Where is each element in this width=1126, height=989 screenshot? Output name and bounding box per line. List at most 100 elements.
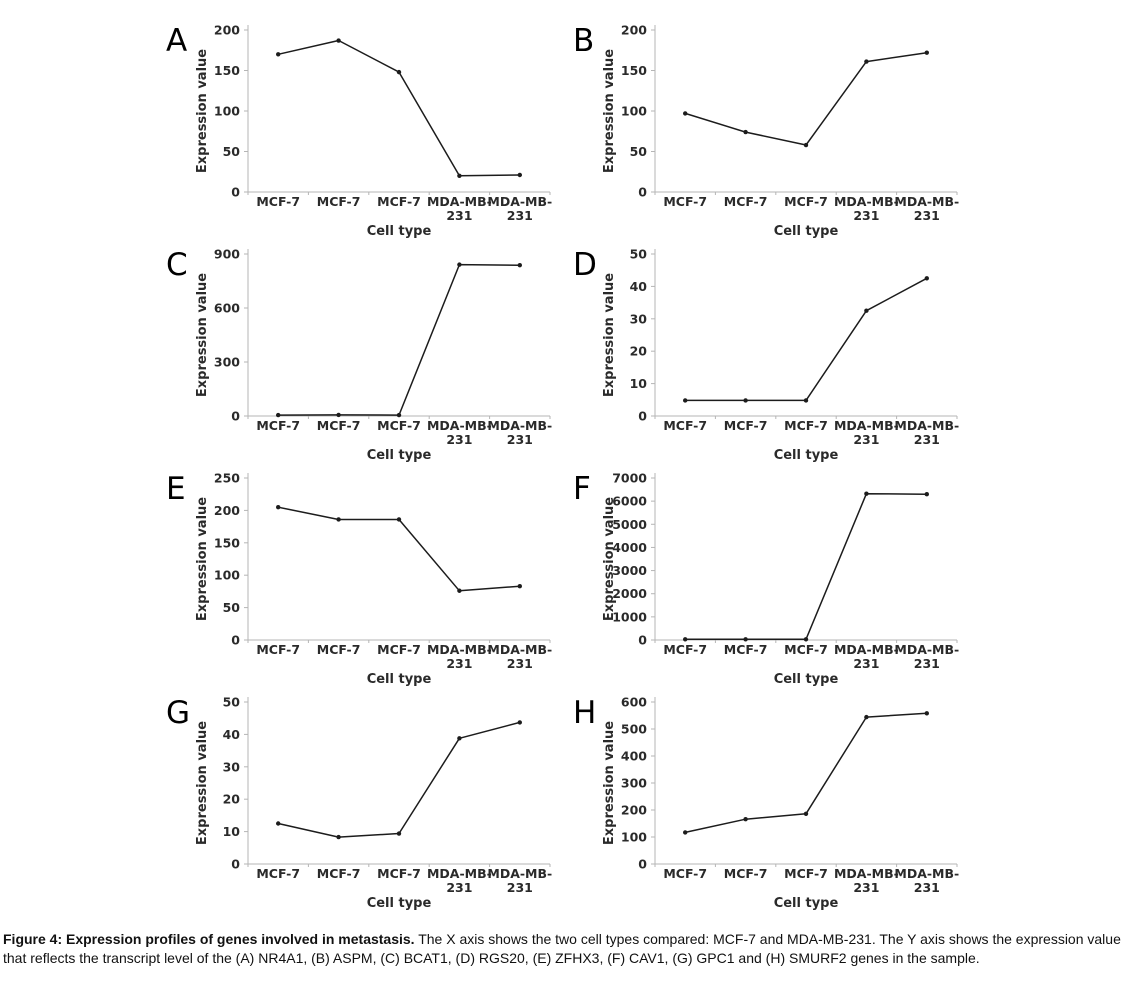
svg-text:5000: 5000: [612, 517, 647, 532]
panel-letter: G: [166, 695, 191, 731]
svg-text:231: 231: [446, 432, 472, 447]
svg-text:231: 231: [914, 656, 940, 671]
svg-text:MCF-7: MCF-7: [317, 642, 361, 657]
svg-text:231: 231: [446, 208, 472, 223]
svg-text:MCF-7: MCF-7: [724, 194, 768, 209]
panel-letter: E: [166, 471, 186, 507]
svg-text:0: 0: [231, 409, 240, 424]
svg-text:300: 300: [621, 776, 647, 791]
svg-text:231: 231: [507, 880, 533, 895]
svg-text:MDA-MB-: MDA-MB-: [427, 642, 492, 657]
svg-text:200: 200: [214, 23, 240, 38]
svg-text:MDA-MB-: MDA-MB-: [834, 418, 899, 433]
svg-text:50: 50: [223, 144, 241, 159]
figure-grid: A 0 50 100 150 200 MCF-7 MCF-7 MCF-7 MDA-MB- 231 M…: [162, 14, 964, 911]
svg-text:30: 30: [223, 759, 241, 774]
panel-letter: A: [166, 23, 188, 59]
svg-text:10: 10: [630, 376, 648, 391]
svg-text:231: 231: [853, 880, 879, 895]
svg-text:MCF-7: MCF-7: [784, 418, 828, 433]
svg-text:100: 100: [214, 568, 240, 583]
svg-text:MDA-MB-: MDA-MB-: [487, 418, 552, 433]
svg-text:MCF-7: MCF-7: [377, 642, 421, 657]
svg-text:Expression value: Expression value: [602, 273, 617, 397]
svg-text:Expression value: Expression value: [195, 273, 210, 397]
svg-text:200: 200: [214, 503, 240, 518]
svg-text:MDA-MB-: MDA-MB-: [487, 866, 552, 881]
svg-text:1000: 1000: [612, 609, 647, 624]
svg-text:Cell type: Cell type: [367, 896, 432, 910]
panel-letter: C: [166, 247, 188, 283]
svg-text:231: 231: [914, 208, 940, 223]
svg-text:MCF-7: MCF-7: [663, 866, 707, 881]
svg-text:0: 0: [638, 857, 647, 872]
svg-text:Cell type: Cell type: [774, 448, 839, 462]
svg-text:50: 50: [223, 695, 241, 710]
svg-text:MDA-MB-: MDA-MB-: [894, 418, 959, 433]
svg-text:Cell type: Cell type: [774, 672, 839, 686]
svg-text:150: 150: [621, 63, 647, 78]
svg-text:100: 100: [214, 104, 240, 119]
svg-text:200: 200: [621, 23, 647, 38]
chart-panel-d: D 0 10 20 30 40 50 MCF-7 MCF-7 MCF-7 MDA-MB- 231 MD…: [569, 238, 964, 463]
svg-text:MDA-MB-: MDA-MB-: [427, 418, 492, 433]
svg-text:50: 50: [630, 247, 648, 262]
svg-text:MCF-7: MCF-7: [317, 194, 361, 209]
panel-letter: F: [573, 471, 591, 507]
svg-text:40: 40: [223, 727, 241, 742]
svg-text:MCF-7: MCF-7: [724, 642, 768, 657]
svg-text:MDA-MB-: MDA-MB-: [894, 866, 959, 881]
svg-text:0: 0: [231, 185, 240, 200]
svg-text:0: 0: [231, 857, 240, 872]
svg-text:4000: 4000: [612, 540, 647, 555]
svg-text:600: 600: [214, 301, 240, 316]
svg-text:MDA-MB-: MDA-MB-: [834, 194, 899, 209]
svg-text:MCF-7: MCF-7: [256, 418, 300, 433]
svg-text:200: 200: [621, 803, 647, 818]
svg-text:600: 600: [621, 695, 647, 710]
svg-text:MCF-7: MCF-7: [256, 866, 300, 881]
figure-caption-title: Figure 4: Expression profiles of genes i…: [3, 931, 415, 947]
svg-text:100: 100: [621, 830, 647, 845]
svg-text:300: 300: [214, 355, 240, 370]
svg-text:150: 150: [214, 63, 240, 78]
svg-text:150: 150: [214, 535, 240, 550]
svg-text:MCF-7: MCF-7: [256, 194, 300, 209]
panel-letter: B: [573, 23, 595, 59]
svg-text:Cell type: Cell type: [367, 672, 432, 686]
figure-caption: Figure 4: Expression profiles of genes i…: [3, 930, 1123, 968]
svg-text:231: 231: [507, 208, 533, 223]
svg-text:Cell type: Cell type: [774, 896, 839, 910]
svg-text:50: 50: [630, 144, 648, 159]
svg-text:MCF-7: MCF-7: [663, 194, 707, 209]
svg-text:20: 20: [223, 792, 241, 807]
svg-text:231: 231: [914, 432, 940, 447]
svg-text:231: 231: [507, 432, 533, 447]
svg-text:Expression value: Expression value: [602, 721, 617, 845]
chart-panel-a: A 0 50 100 150 200 MCF-7 MCF-7 MCF-7 MDA-MB- 231 M…: [162, 14, 557, 239]
svg-text:231: 231: [853, 656, 879, 671]
svg-text:50: 50: [223, 600, 241, 615]
svg-text:2000: 2000: [612, 586, 647, 601]
svg-text:900: 900: [214, 247, 240, 262]
svg-text:0: 0: [231, 633, 240, 648]
svg-text:MCF-7: MCF-7: [724, 418, 768, 433]
svg-text:MCF-7: MCF-7: [784, 866, 828, 881]
svg-text:MDA-MB-: MDA-MB-: [894, 642, 959, 657]
panel-letter: D: [573, 247, 597, 283]
line-chart: 0 100 200 300 400 500 600 MCF-7 MCF-7 MCF-7 MDA-MB…: [602, 695, 959, 911]
chart-panel-c: C 0 300 600 900 MCF-7 MCF-7 MCF-7 MDA-MB- 231 MDA…: [162, 238, 557, 463]
svg-text:400: 400: [621, 749, 647, 764]
svg-text:Expression value: Expression value: [195, 721, 210, 845]
svg-text:231: 231: [853, 432, 879, 447]
svg-text:MCF-7: MCF-7: [784, 642, 828, 657]
svg-text:MCF-7: MCF-7: [724, 866, 768, 881]
svg-text:MCF-7: MCF-7: [317, 866, 361, 881]
svg-text:10: 10: [223, 824, 241, 839]
svg-text:MCF-7: MCF-7: [784, 194, 828, 209]
svg-text:MCF-7: MCF-7: [377, 418, 421, 433]
